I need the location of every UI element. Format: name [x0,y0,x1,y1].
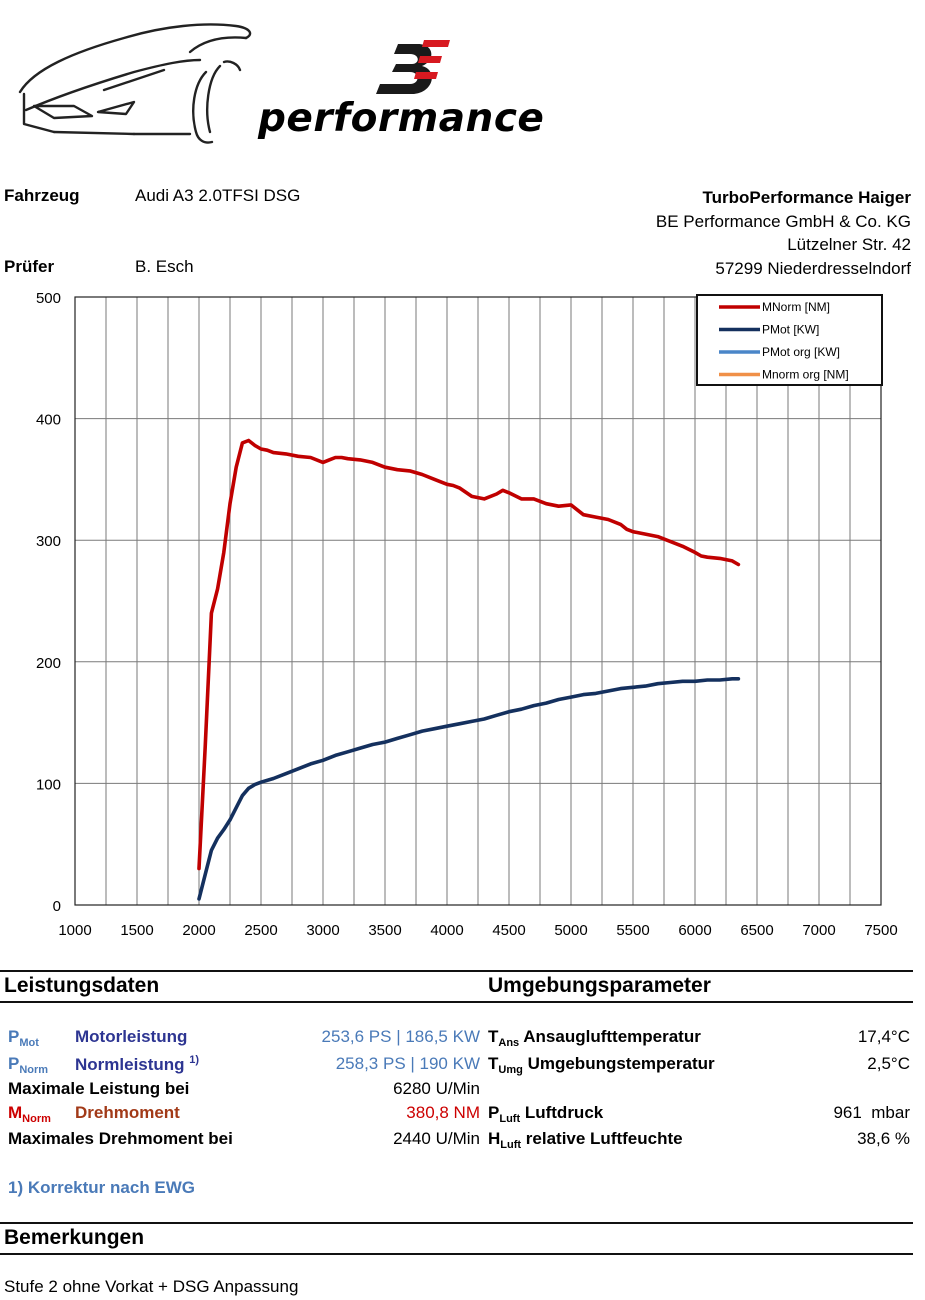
y-tick-label: 500 [36,290,61,307]
x-tick-label: 5000 [554,922,587,939]
company-block: TurboPerformance Haiger BE Performance G… [656,186,911,280]
footnote: 1) Korrektur nach EWG [8,1178,196,1197]
y-tick-label: 400 [36,412,61,429]
section-title-environment: Umgebungsparameter [488,974,711,997]
company-city: 57299 Niederdresselndorf [715,258,911,278]
hluft-row: HLuft relative Luftfeuchte [488,1129,683,1151]
pluft-value-wrap: 961 mbar [833,1103,910,1123]
tans-row: TAns Ansauglufttemperatur [488,1027,701,1049]
x-tick-label: 2000 [182,922,215,939]
legend-label: PMot org [KW] [762,345,840,359]
pnorm-label: Normleistung [75,1055,185,1074]
series-line [197,677,741,901]
tumg-value: 2,5°C [867,1054,910,1073]
vehicle-value: Audi A3 2.0TFSI DSG [135,186,301,205]
x-tick-label: 2500 [244,922,277,939]
car-silhouette-icon [18,23,252,144]
divider [0,970,913,972]
x-tick-label: 4000 [430,922,463,939]
x-tick-label: 1000 [58,922,91,939]
x-tick-label: 5500 [616,922,649,939]
dyno-chart: 0 100 200 300 400 500 1000 1500 2000 2500 3000 350… [36,290,898,939]
x-axis-ticks: 1000 1500 2000 2500 3000 3500 4000 4500 5000 5500… [58,922,897,939]
pluft-sub: Luft [499,1113,521,1125]
y-tick-label: 100 [36,776,61,793]
tumg-label: Umgebungstemperatur [527,1054,715,1073]
hluft-symbol: H [488,1129,501,1148]
mnorm-symbol: M [8,1103,23,1122]
maxpower-value: 6280 U/Min [393,1079,480,1098]
divider [0,1001,913,1003]
y-axis-ticks: 0 100 200 300 400 500 [36,290,61,915]
mnorm-label: Drehmoment [75,1103,180,1122]
pmot-value: 253,6 PS | 186,5 KW [321,1027,480,1046]
legend-box [696,294,883,386]
x-tick-label: 6000 [678,922,711,939]
pmot-row: PMot [8,1027,39,1049]
remarks-text: Stufe 2 ohne Vorkat + DSG Anpassung [4,1277,299,1296]
maxpower-label: Maximale Leistung bei [8,1079,190,1098]
tans-label: Ansauglufttemperatur [523,1027,701,1046]
legend-label: MNorm [NM] [762,300,830,314]
tans-value: 17,4°C [857,1027,910,1046]
hluft-label: relative Luftfeuchte [525,1129,683,1148]
tester-value: B. Esch [135,257,194,276]
be-mark-icon [376,40,450,94]
hluft-sub: Luft [500,1139,522,1151]
pnorm-row: PNorm [8,1054,48,1076]
y-tick-label: 300 [36,533,61,550]
company-street: Lützelner Str. 42 [787,235,911,254]
pluft-value: 961 [833,1103,862,1122]
pluft-row: PLuft Luftdruck [488,1103,603,1125]
pmot-symbol: P [8,1027,20,1046]
mnorm-sub: Norm [22,1113,51,1125]
chart-legend: MNorm [NM] PMot [KW] PMot org [KW] Mnorm or… [696,294,883,386]
company-logo: performance [14,14,544,154]
mnorm-row: MNorm [8,1103,51,1125]
pnorm-sub: Norm [19,1064,49,1076]
pluft-unit: mbar [871,1103,910,1122]
x-tick-label: 7000 [802,922,835,939]
plot-frame [74,296,882,906]
legend-label: Mnorm org [NM] [762,368,849,382]
series-line [197,438,741,871]
section-title-remarks: Bemerkungen [4,1226,145,1249]
y-tick-label: 0 [53,898,61,915]
chart-series [197,438,741,901]
legend-label: PMot [KW] [762,323,819,337]
pmot-sub: Mot [19,1037,39,1049]
x-tick-label: 3500 [368,922,401,939]
x-tick-label: 3000 [306,922,339,939]
pnorm-value: 258,3 PS | 190 KW [335,1054,480,1073]
x-tick-label: 6500 [740,922,773,939]
x-tick-label: 1500 [120,922,153,939]
tester-label: Prüfer [4,257,55,276]
maxtorque-label: Maximales Drehmoment bei [8,1129,233,1148]
x-tick-label: 7500 [864,922,897,939]
chart-grid [74,296,882,906]
x-tick-label: 4500 [492,922,525,939]
pnorm-symbol: P [8,1054,20,1073]
divider [0,1253,913,1255]
pnorm-label-wrap: Normleistung 1) [75,1054,199,1075]
pnorm-footnote-mark: 1) [189,1054,200,1066]
company-name: TurboPerformance Haiger [702,188,911,207]
tans-sub: Ans [498,1037,520,1049]
tumg-symbol: T [488,1054,499,1073]
vehicle-label: Fahrzeug [4,186,80,205]
tumg-row: TUmg Umgebungstemperatur [488,1054,715,1076]
mnorm-value: 380,8 NM [406,1103,480,1122]
pluft-label: Luftdruck [524,1103,604,1122]
divider [0,1222,913,1224]
tans-symbol: T [488,1027,499,1046]
pluft-symbol: P [488,1103,500,1122]
y-tick-label: 200 [36,655,61,672]
hluft-value: 38,6 % [857,1129,910,1148]
company-legal: BE Performance GmbH & Co. KG [655,211,911,231]
pmot-label: Motorleistung [75,1027,188,1046]
maxtorque-value: 2440 U/Min [393,1129,480,1148]
logo-wordmark: performance [258,96,545,141]
section-title-power: Leistungsdaten [4,974,160,997]
tumg-sub: Umg [498,1064,523,1076]
